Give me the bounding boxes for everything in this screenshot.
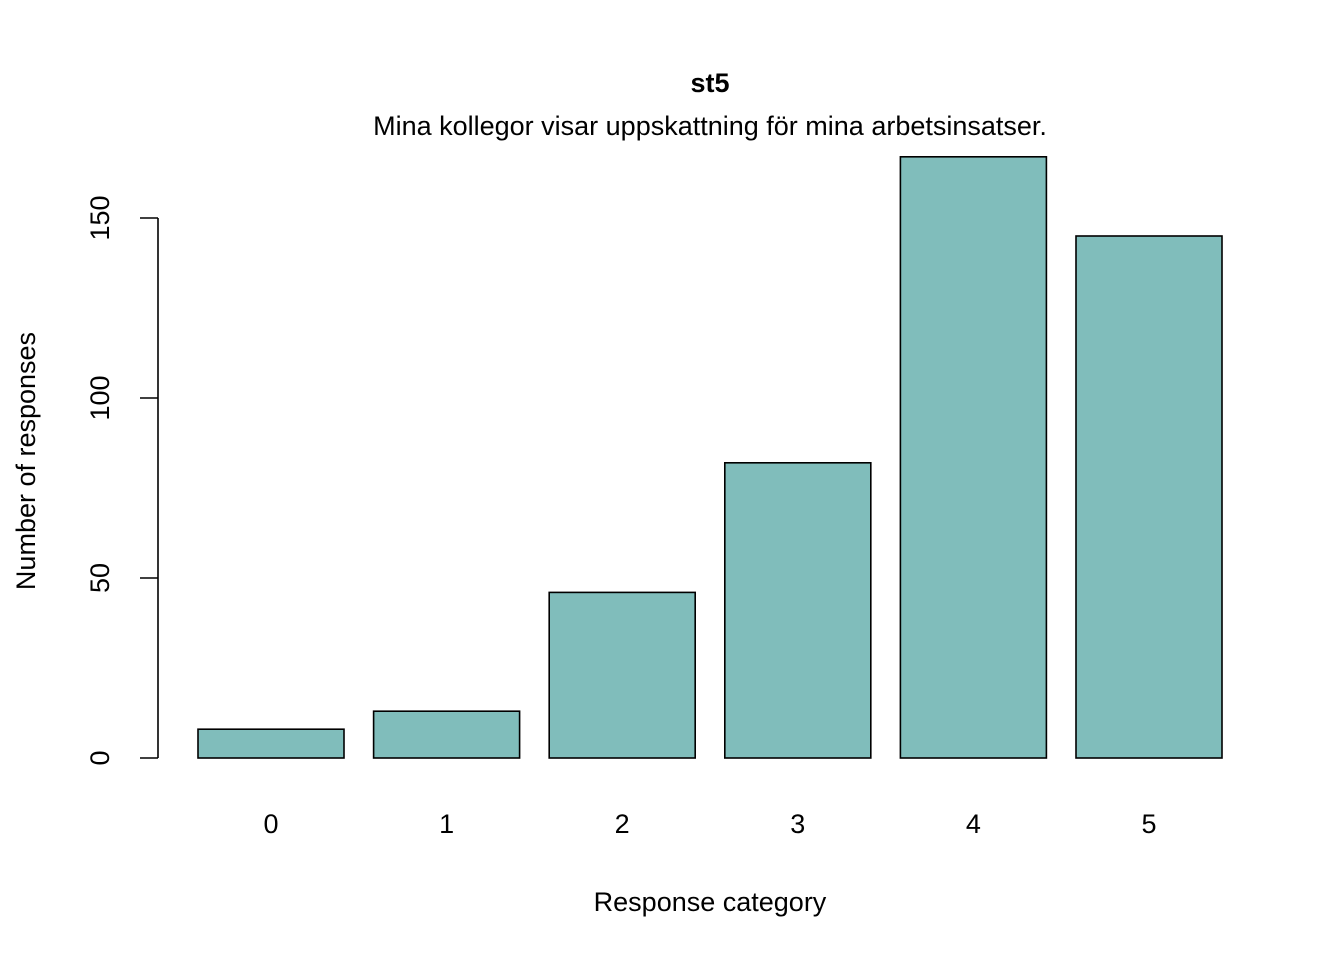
bar-category-1 <box>372 710 521 759</box>
bar-category-5 <box>1075 235 1223 759</box>
x-tick-label: 4 <box>966 809 981 839</box>
bar-category-3 <box>723 461 872 759</box>
bar-category-4 <box>899 156 1048 759</box>
bars-group <box>197 156 1223 759</box>
y-tick-label: 50 <box>85 563 115 593</box>
x-tick-label: 1 <box>439 809 454 839</box>
x-tick-label: 0 <box>263 809 278 839</box>
chart-subtitle: Mina kollegor visar uppskattning för min… <box>373 111 1047 141</box>
x-tick-label: 5 <box>1141 809 1156 839</box>
x-tick-label: 2 <box>615 809 630 839</box>
y-tick-label: 100 <box>85 375 115 420</box>
x-tick-label: 3 <box>790 809 805 839</box>
y-axis: 0 50 100 150 <box>85 195 159 766</box>
bar-category-2 <box>548 591 697 759</box>
y-tick-label: 150 <box>85 195 115 240</box>
x-tick-labels: 0 1 2 3 4 5 <box>263 809 1156 839</box>
y-tick-label: 0 <box>85 750 115 765</box>
chart-title: st5 <box>690 68 729 98</box>
x-axis-label: Response category <box>594 887 827 917</box>
y-axis-label: Number of responses <box>11 332 41 590</box>
bar-category-0 <box>197 728 345 759</box>
